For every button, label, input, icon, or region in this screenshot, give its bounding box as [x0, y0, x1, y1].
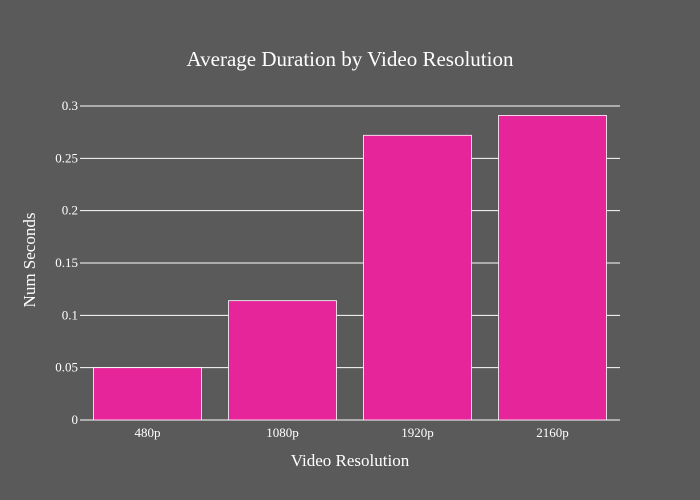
y-axis-ticks: 0 0.05 0.1 0.15 0.2 0.25 0.3 — [55, 98, 78, 427]
bars — [93, 115, 607, 421]
y-tick-label: 0.05 — [55, 360, 78, 375]
bar-480p — [93, 367, 202, 421]
bar-1080p — [228, 300, 337, 421]
y-tick-label: 0 — [72, 412, 79, 427]
y-axis-label: Num Seconds — [20, 213, 39, 308]
x-tick-label: 1920p — [401, 425, 434, 440]
x-axis-ticks: 480p 1080p 1920p 2160p — [135, 425, 569, 440]
bar-1920p — [363, 134, 472, 421]
x-tick-label: 1080p — [266, 425, 299, 440]
x-tick-label: 480p — [135, 425, 161, 440]
x-tick-label: 2160p — [536, 425, 569, 440]
chart-title: Average Duration by Video Resolution — [187, 47, 514, 71]
y-tick-label: 0.25 — [55, 150, 78, 165]
bar-2160p — [498, 115, 607, 421]
y-tick-label: 0.3 — [62, 98, 78, 113]
y-tick-label: 0.15 — [55, 255, 78, 270]
y-tick-label: 0.1 — [62, 307, 78, 322]
x-axis-label: Video Resolution — [291, 451, 410, 470]
y-tick-label: 0.2 — [62, 203, 78, 218]
